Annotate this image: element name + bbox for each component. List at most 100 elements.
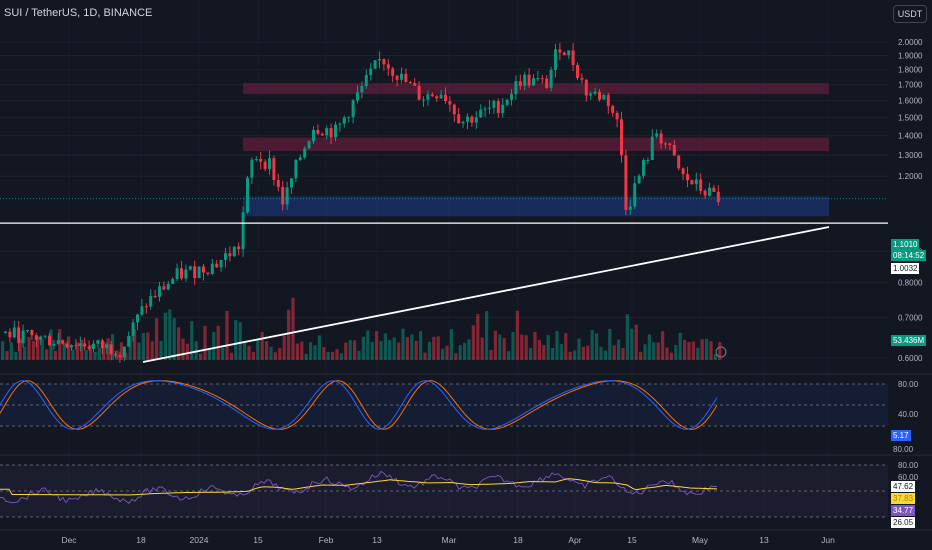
volume-bar xyxy=(269,346,273,360)
volume-bar xyxy=(581,346,585,360)
volume-bar xyxy=(410,334,414,360)
volume-bar xyxy=(304,353,308,360)
volume-bar xyxy=(608,328,612,360)
time-tick-label: Apr xyxy=(568,535,581,545)
volume-bar xyxy=(344,342,348,360)
candle-body xyxy=(408,82,412,84)
volume-bar xyxy=(106,338,110,360)
volume-bar xyxy=(300,341,304,360)
volume-bar xyxy=(375,330,379,360)
stochastic-pane xyxy=(0,380,888,430)
volume-bar xyxy=(234,320,238,360)
zone-support xyxy=(243,196,829,217)
candle-body xyxy=(272,158,276,180)
time-tick-label: 15 xyxy=(253,535,263,545)
volume-bar xyxy=(141,332,145,360)
volume-bar xyxy=(194,341,198,360)
candle-body xyxy=(180,268,183,279)
candle-body xyxy=(567,50,571,56)
volume-bar xyxy=(586,345,590,360)
volume-bar xyxy=(159,341,163,360)
volume-bar xyxy=(533,331,537,360)
candle-body xyxy=(400,73,403,80)
volume-bar xyxy=(427,341,431,360)
volume-bar xyxy=(463,342,467,360)
current-price-label: 1.1010 xyxy=(891,239,920,250)
volume-bar xyxy=(397,342,401,360)
candle-body xyxy=(426,94,430,100)
volume-bar xyxy=(146,332,150,360)
time-tick-label: Feb xyxy=(319,535,334,545)
candle-body xyxy=(114,354,117,356)
volume-bar xyxy=(612,345,616,360)
volume-bar xyxy=(467,339,471,360)
volume-label: 53.436M xyxy=(891,335,927,346)
candle-body xyxy=(17,327,21,344)
candle-body xyxy=(435,96,439,99)
candle-body xyxy=(281,187,285,205)
axes: 2.0000 1.9000 1.8000 1.7000 1.6000 1.5000 1.40… xyxy=(0,38,932,545)
candle-body xyxy=(448,100,452,105)
candle-body xyxy=(347,117,351,119)
candle-body xyxy=(26,330,29,332)
stoch-d-line xyxy=(0,380,718,430)
candle-body xyxy=(589,93,593,96)
candle-body xyxy=(598,91,601,100)
volume-bar xyxy=(282,333,286,360)
candle-body xyxy=(206,272,210,274)
candle-body xyxy=(378,59,381,61)
volume-bar xyxy=(423,352,427,360)
volume-bar xyxy=(295,343,299,360)
volume-bar xyxy=(568,351,572,360)
price-tick-label: 1.3000 xyxy=(898,151,923,160)
stoch-top-label: 80.00 xyxy=(891,444,916,455)
candle-body xyxy=(171,278,175,284)
zone-resistance-mid xyxy=(243,137,829,152)
candle-body xyxy=(479,109,483,118)
volume-bar xyxy=(647,334,651,360)
candle-body xyxy=(593,91,597,94)
price-tick-label: 0.7000 xyxy=(898,314,923,323)
candle-body xyxy=(342,117,346,124)
volume-bar xyxy=(229,352,233,360)
volume-bar xyxy=(238,322,242,360)
volume-bar xyxy=(45,349,49,360)
volume-bar xyxy=(119,342,123,360)
time-tick-label: 13 xyxy=(372,535,382,545)
candle-body xyxy=(39,336,43,340)
candle-body xyxy=(78,343,82,347)
volume-bar xyxy=(331,351,335,360)
candle-body xyxy=(263,161,267,169)
price-tick-label: 1.2000 xyxy=(898,172,923,181)
volume-bar xyxy=(137,342,141,360)
candle-body xyxy=(364,74,368,86)
symbol-title[interactable]: SUI / TetherUS, 1D, BINANCE xyxy=(4,7,153,19)
currency-button[interactable]: USDT xyxy=(893,5,927,23)
volume-bar xyxy=(634,324,638,360)
candle-body xyxy=(540,78,544,80)
volume-bar xyxy=(185,343,189,360)
candle-body xyxy=(505,99,509,105)
candle-body xyxy=(228,253,232,257)
volume-bar xyxy=(361,336,365,360)
candle-body xyxy=(210,263,214,274)
volume-bar xyxy=(40,339,44,360)
volume-bar xyxy=(603,350,607,360)
candle-body xyxy=(356,92,359,101)
volume-bar xyxy=(27,336,31,360)
price-tick-label: 1.9000 xyxy=(898,51,923,60)
volume-bar xyxy=(84,350,88,360)
time-tick-label: 18 xyxy=(513,535,523,545)
rsi-label: 34.77 xyxy=(891,505,916,516)
candle-body xyxy=(144,306,148,308)
volume-bar xyxy=(524,335,528,360)
candle-body xyxy=(571,50,575,65)
volume-bar xyxy=(652,342,656,360)
candle-body xyxy=(232,246,236,257)
volume-bar xyxy=(454,353,458,360)
volume-bar xyxy=(639,351,643,360)
candle-body xyxy=(452,104,456,115)
volume-bar xyxy=(502,338,506,360)
volume-bar xyxy=(75,342,79,360)
